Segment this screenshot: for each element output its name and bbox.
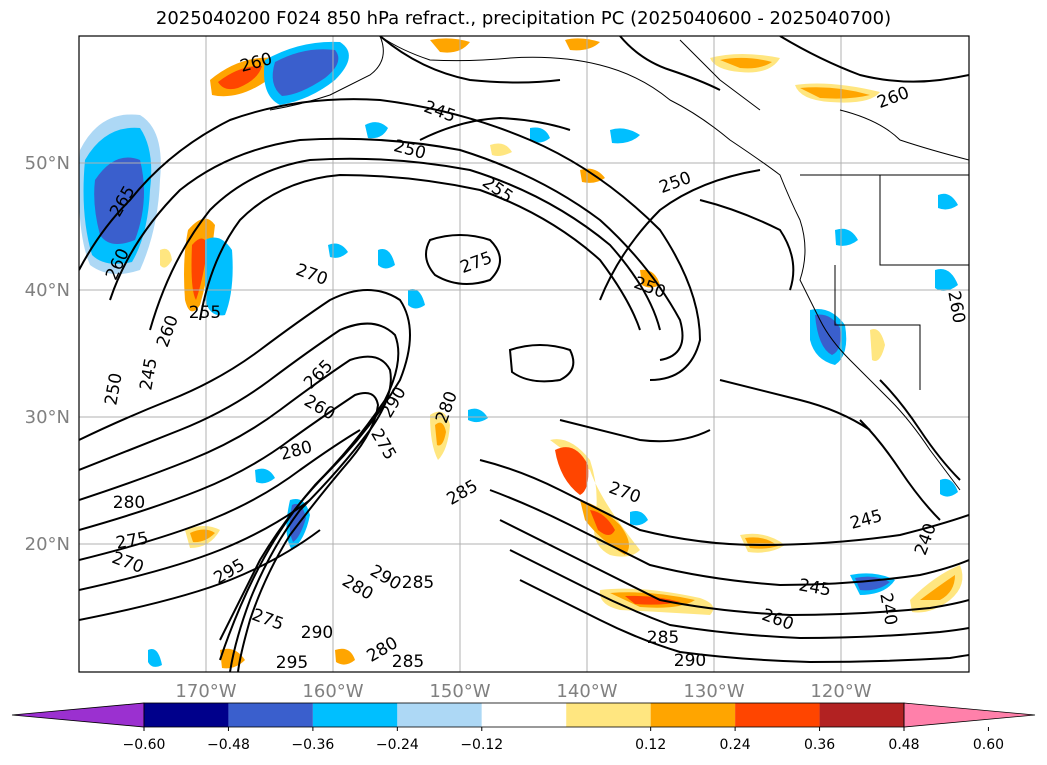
colorbar-cell — [481, 703, 567, 727]
colorbar-cell — [566, 703, 651, 727]
colorbar-tick-label: −0.60 — [123, 737, 166, 753]
lon-label-150w: 150°W — [429, 681, 490, 702]
contour-label: 295 — [276, 653, 308, 673]
lat-label-50n: 50°N — [25, 153, 70, 174]
longitude-labels: 170°W 160°W 150°W 140°W 130°W 120°W — [175, 681, 871, 702]
colorbar-tick-label: 0.24 — [720, 737, 751, 753]
colorbar-tick-label: 0.60 — [973, 737, 1004, 753]
map-content — [79, 36, 969, 672]
colorbar-cell — [312, 703, 398, 727]
colorbar-extend-high — [903, 702, 1036, 728]
precip-positive-areas — [160, 38, 963, 669]
colorbar-tick-label: −0.24 — [376, 737, 419, 753]
contour-label: 285 — [647, 628, 679, 648]
colorbar-outline — [143, 702, 905, 728]
colorbar-cell — [228, 703, 313, 727]
colorbar — [11, 702, 1036, 728]
colorbar-tick-label: −0.12 — [460, 737, 503, 753]
lon-label-160w: 160°W — [302, 681, 363, 702]
colorbar-cell — [144, 703, 229, 727]
contour-label: 290 — [301, 623, 333, 643]
contour-label: 285 — [402, 573, 434, 593]
colorbar-cell — [397, 703, 482, 727]
colorbar-cell — [650, 703, 736, 727]
refractivity-contours — [79, 36, 969, 672]
colorbar-tick-label: 0.36 — [804, 737, 835, 753]
contour-label: 280 — [113, 493, 145, 513]
lon-label-120w: 120°W — [810, 681, 871, 702]
colorbar-cell — [819, 703, 904, 727]
colorbar-tick-label: 0.48 — [888, 737, 919, 753]
map-frame — [78, 35, 970, 673]
lat-label-30n: 30°N — [25, 407, 70, 428]
colorbar-extend-low — [11, 702, 145, 728]
colorbar-tick-labels: −0.60 −0.48 −0.36 −0.24 −0.12 0.12 0.24 0.36 0.4… — [123, 727, 1004, 753]
colorbar-tick-label: 0.12 — [635, 737, 666, 753]
contour-label: 290 — [674, 651, 706, 671]
lat-label-40n: 40°N — [25, 280, 70, 301]
colorbar-tick-label: −0.48 — [207, 737, 250, 753]
lon-label-130w: 130°W — [683, 681, 744, 702]
contour-label: 285 — [392, 652, 424, 672]
coastlines — [269, 36, 969, 491]
lat-label-20n: 20°N — [25, 534, 70, 555]
contour-label: 255 — [189, 303, 221, 323]
lon-label-140w: 140°W — [556, 681, 617, 702]
graticule — [79, 36, 969, 672]
lon-label-170w: 170°W — [175, 681, 236, 702]
colorbar-cell — [735, 703, 820, 727]
colorbar-tick-label: −0.36 — [291, 737, 334, 753]
map-title: 2025040200 F024 850 hPa refract., precip… — [155, 8, 892, 29]
latitude-labels: 50°N 40°N 30°N 20°N — [25, 153, 70, 555]
